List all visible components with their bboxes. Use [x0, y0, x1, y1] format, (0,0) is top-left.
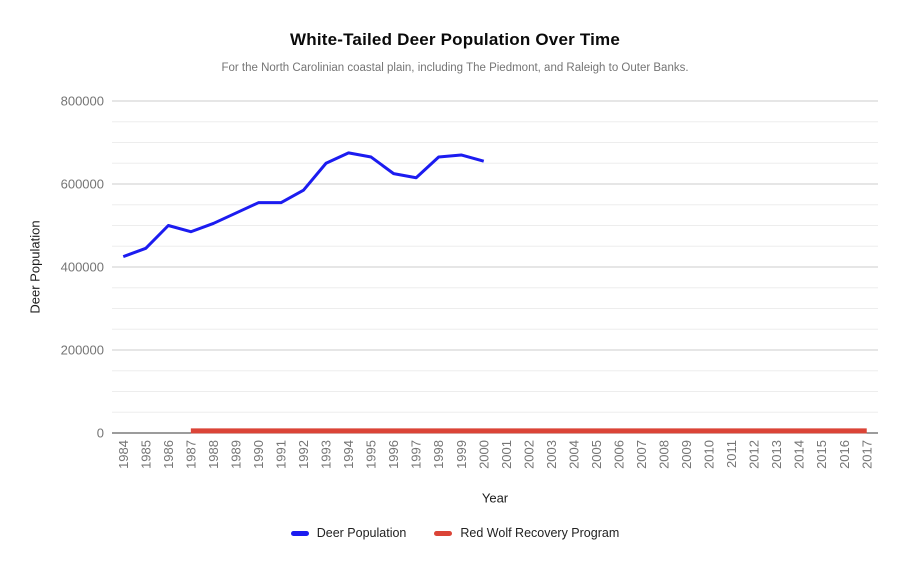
x-tick-label: 2006 [611, 440, 626, 469]
x-tick-label: 2002 [521, 440, 536, 469]
x-tick-label: 2005 [589, 440, 604, 469]
deer-population-swatch [290, 530, 309, 536]
x-tick-label: 2009 [679, 440, 694, 469]
x-tick-label: 1987 [183, 440, 198, 469]
x-tick-label: 2007 [634, 440, 649, 469]
x-tick-label: 1985 [138, 440, 153, 469]
chart-subtitle: For the North Carolinian coastal plain, … [221, 62, 689, 74]
x-tick-label: 2008 [657, 440, 672, 469]
x-tick-label: 2013 [769, 440, 784, 469]
x-tick-label: 2000 [476, 440, 491, 469]
x-tick-label: 1994 [341, 440, 356, 469]
x-tick-label: 2015 [814, 440, 829, 469]
x-tick-label: 2011 [724, 440, 739, 468]
deer-population-line[interactable] [122, 151, 485, 259]
chart-plot-area: 0 200000 400000 600000 800000 1984 1985 1986 198… [61, 94, 878, 469]
x-tick-label: 2003 [544, 440, 559, 469]
x-tick-label: 1993 [319, 440, 334, 469]
y-tick-label: 0 [97, 426, 104, 441]
x-tick-label: 2010 [702, 440, 717, 469]
y-tick-label: 800000 [61, 94, 104, 109]
x-tick-label: 2004 [566, 440, 581, 469]
red-wolf-program-swatch [434, 530, 453, 536]
x-tick-label: 2016 [837, 440, 852, 469]
legend-item-deer-population: Deer Population [290, 526, 407, 540]
x-tick-label: 2014 [792, 440, 807, 469]
legend-label-deer-population: Deer Population [316, 526, 407, 540]
x-tick-label: 1996 [386, 440, 401, 469]
legend-item-red-wolf-program: Red Wolf Recovery Program [434, 526, 619, 540]
y-tick-label: 400000 [61, 260, 104, 275]
x-tick-label: 1984 [116, 440, 131, 469]
x-tick-label: 2001 [499, 440, 514, 469]
x-tick-label: 1999 [454, 440, 469, 469]
x-tick-label: 1995 [364, 440, 379, 469]
x-tick-label: 2012 [747, 440, 762, 469]
x-axis-title: Year [481, 490, 509, 506]
x-tick-label: 1989 [228, 440, 243, 469]
y-axis-title: Deer Population [27, 220, 43, 314]
x-tick-label: 2017 [859, 440, 874, 469]
legend-label-red-wolf-program: Red Wolf Recovery Program [460, 526, 620, 540]
x-tick-label: 1988 [206, 440, 221, 469]
y-tick-label: 600000 [61, 177, 104, 192]
x-tick-label: 1992 [296, 440, 311, 469]
y-tick-label: 200000 [61, 343, 104, 358]
x-tick-label: 1986 [161, 440, 176, 469]
x-tick-label: 1998 [431, 440, 446, 469]
legend: Deer Population Red Wolf Recovery Progra… [0, 526, 910, 540]
x-tick-label: 1990 [251, 440, 266, 469]
chart-title: White-Tailed Deer Population Over Time [289, 30, 621, 49]
x-tick-label: 1997 [409, 440, 424, 469]
x-tick-label: 1991 [274, 440, 289, 469]
